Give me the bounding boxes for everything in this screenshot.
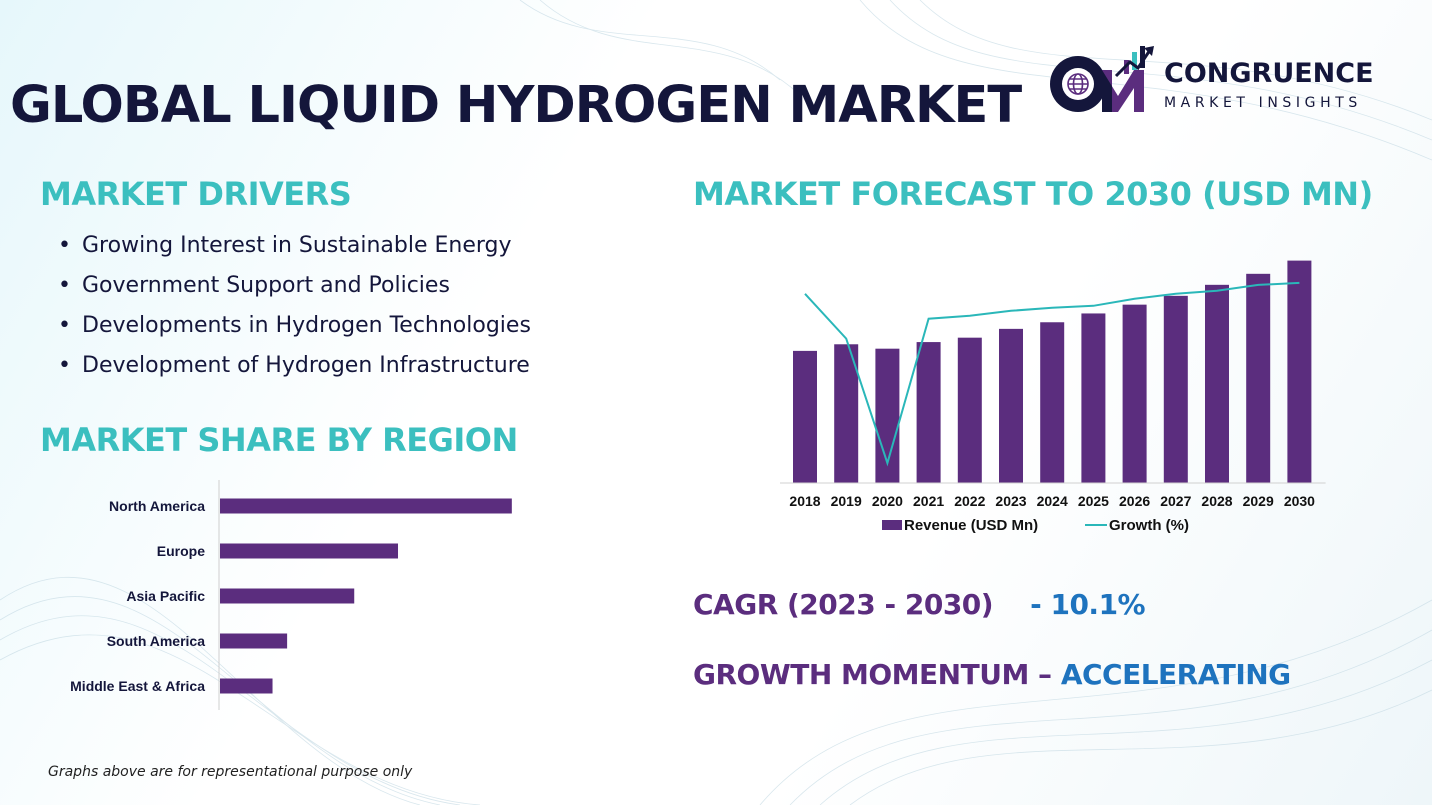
legend-revenue-swatch (882, 520, 902, 530)
year-tick-label: 2028 (1201, 493, 1232, 509)
legend-growth-label: Growth (%) (1109, 517, 1189, 534)
growth-line (804, 281, 1300, 467)
legend-revenue-label: Revenue (USD Mn) (904, 517, 1038, 534)
growth-momentum-stat: GROWTH MOMENTUM – ACCELERATING (693, 658, 1291, 691)
revenue-bar (1287, 260, 1312, 483)
driver-item: Growing Interest in Sustainable Energy (58, 232, 531, 272)
region-bar (220, 678, 273, 694)
region-label: Middle East & Africa (70, 678, 205, 694)
forecast-chart: 2018 2019 2020 2021 2022 2023 2024 2025 2026 2027… (780, 260, 1326, 534)
region-bar (220, 498, 512, 514)
forecast-title: MARKET FORECAST TO 2030 (USD MN) (693, 175, 1373, 213)
revenue-bar (916, 342, 941, 483)
cagr-label: CAGR (2023 - 2030) (693, 588, 994, 621)
revenue-bar (957, 337, 982, 483)
year-tick-label: 2021 (913, 493, 944, 509)
region-label: Europe (157, 543, 205, 559)
revenue-bar (793, 350, 817, 483)
revenue-bar (999, 328, 1023, 483)
year-tick-label: 2018 (789, 493, 820, 509)
brand-name: CONGRUENCE (1164, 58, 1374, 89)
region-bar (220, 588, 355, 604)
cagr-value: - 10.1% (1030, 588, 1146, 621)
year-tick-label: 2023 (995, 493, 1026, 509)
year-tick-label: 2020 (872, 493, 903, 509)
region-share-title: MARKET SHARE BY REGION (40, 421, 518, 459)
brand-monogram-icon (1050, 46, 1154, 112)
year-tick-label: 2027 (1160, 493, 1191, 509)
revenue-bar (1081, 313, 1106, 483)
region-share-chart: North America Europe Asia Pacific South Ame… (70, 480, 512, 710)
year-tick-label: 2022 (954, 493, 985, 509)
year-tick-label: 2026 (1119, 493, 1150, 509)
year-tick-label: 2029 (1243, 493, 1274, 509)
region-label: Asia Pacific (126, 588, 205, 604)
revenue-bar (1246, 273, 1271, 483)
year-tick-label: 2025 (1078, 493, 1109, 509)
cagr-stat: CAGR (2023 - 2030) - 10.1% (693, 588, 1146, 621)
page-title: GLOBAL LIQUID HYDROGEN MARKET (10, 76, 1022, 135)
revenue-bar (834, 344, 859, 483)
brand-logo: CONGRUENCE MARKET INSIGHTS (1046, 40, 1396, 120)
revenue-bar (1122, 304, 1147, 483)
year-tick-label: 2030 (1284, 493, 1315, 509)
region-bar (220, 543, 399, 559)
market-drivers-list: Growing Interest in Sustainable Energy G… (58, 232, 531, 392)
driver-item: Developments in Hydrogen Technologies (58, 312, 531, 352)
year-tick-label: 2024 (1037, 493, 1068, 509)
revenue-bar (1205, 284, 1229, 483)
revenue-bar (1040, 322, 1065, 483)
driver-item: Government Support and Policies (58, 272, 531, 312)
driver-item: Development of Hydrogen Infrastructure (58, 352, 531, 392)
market-drivers-title: MARKET DRIVERS (40, 175, 352, 213)
revenue-bar (1163, 295, 1188, 483)
region-label: North America (109, 498, 205, 514)
region-label: South America (107, 633, 205, 649)
momentum-value: ACCELERATING (1060, 658, 1291, 691)
momentum-label: GROWTH MOMENTUM – (693, 658, 1052, 691)
footnote: Graphs above are for representational pu… (48, 764, 413, 780)
brand-tagline: MARKET INSIGHTS (1164, 95, 1362, 111)
year-tick-label: 2019 (831, 493, 862, 509)
region-bar (220, 633, 288, 649)
